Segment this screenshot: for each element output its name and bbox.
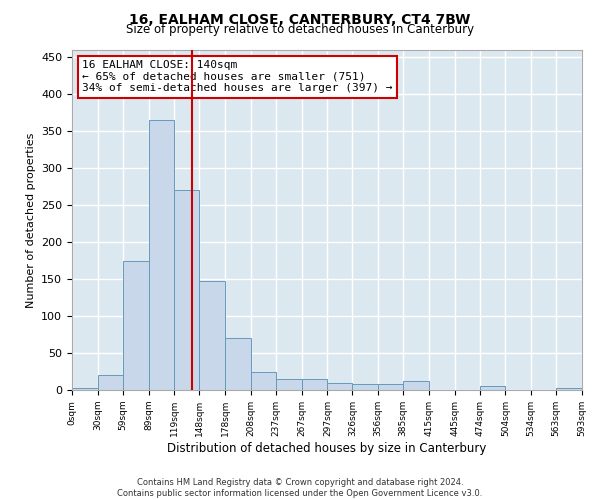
Text: Contains HM Land Registry data © Crown copyright and database right 2024.
Contai: Contains HM Land Registry data © Crown c…: [118, 478, 482, 498]
Bar: [302, 379, 328, 390]
Bar: [403, 381, 429, 390]
Bar: [479, 386, 505, 390]
Bar: [149, 120, 175, 390]
Bar: [123, 260, 149, 390]
Bar: [98, 375, 123, 390]
Bar: [199, 280, 225, 390]
Bar: [251, 372, 276, 390]
Text: 16, EALHAM CLOSE, CANTERBURY, CT4 7BW: 16, EALHAM CLOSE, CANTERBURY, CT4 7BW: [130, 12, 470, 26]
Text: Size of property relative to detached houses in Canterbury: Size of property relative to detached ho…: [126, 22, 474, 36]
Bar: [328, 382, 352, 390]
X-axis label: Distribution of detached houses by size in Canterbury: Distribution of detached houses by size …: [167, 442, 487, 454]
Bar: [175, 190, 199, 390]
Bar: [225, 338, 251, 390]
Bar: [556, 388, 582, 390]
Y-axis label: Number of detached properties: Number of detached properties: [26, 132, 35, 308]
Text: 16 EALHAM CLOSE: 140sqm
← 65% of detached houses are smaller (751)
34% of semi-d: 16 EALHAM CLOSE: 140sqm ← 65% of detache…: [82, 60, 392, 94]
Bar: [378, 384, 403, 390]
Bar: [352, 384, 378, 390]
Bar: [72, 388, 98, 390]
Bar: [276, 379, 302, 390]
